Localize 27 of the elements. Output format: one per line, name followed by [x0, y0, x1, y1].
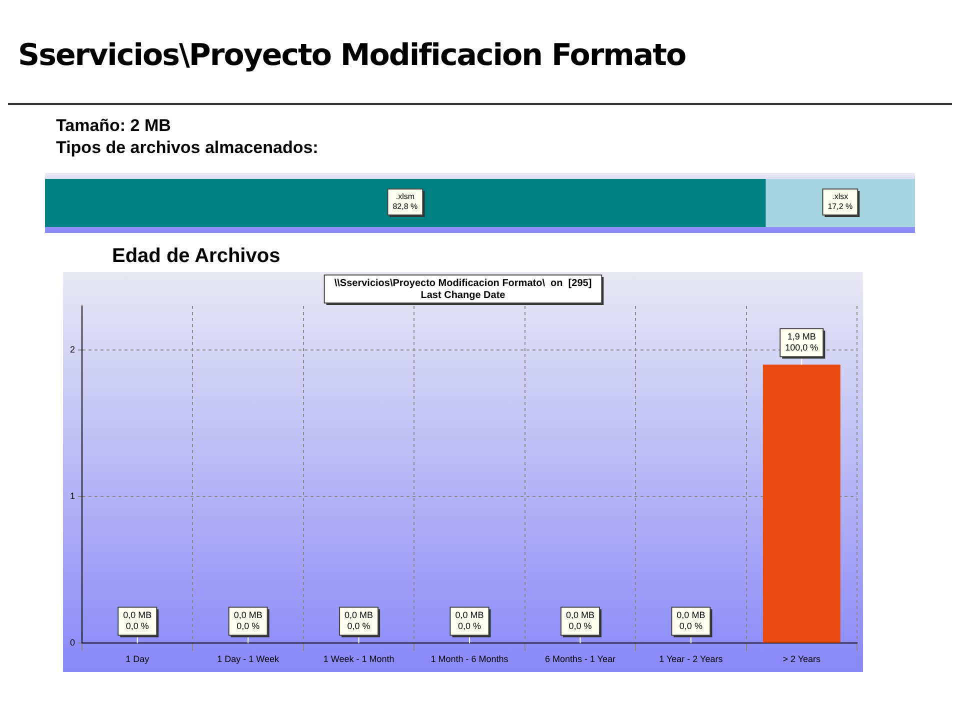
data-label: 0,0 MB 0,0 %	[566, 610, 594, 632]
data-label: 0,0 MB 0,0 %	[123, 610, 152, 632]
text: Last Change Date	[420, 290, 506, 301]
data-label: 17,2 %	[828, 202, 853, 212]
chart-subtitle: \\Sservicios\Proyecto Modificacion Formato\ on [295]	[334, 278, 592, 289]
x-tick-label: 1 Month - 6 Months	[430, 654, 509, 664]
x-tick-label: 1 Year - 2 Years	[659, 654, 724, 664]
y-tick-label: 0	[70, 638, 76, 648]
x-tick-label: 1 Week - 1 Month	[323, 654, 394, 664]
data-label: 0,0 MB 0,0 %	[234, 610, 262, 632]
data-label: 82,8 %	[392, 202, 418, 212]
data-label: 1,9 MB 100,0 %	[785, 332, 818, 353]
data-label: 0,0 MB 0,0 %	[676, 610, 706, 632]
x-tick-label: 6 Months - 1 Year	[544, 654, 616, 664]
y-tick-label: 1	[70, 491, 76, 502]
x-tick-label: > 2 Years	[782, 654, 822, 664]
chart-title: Sservicios\Proyecto Modificacion Formato	[18, 38, 686, 73]
text: Tipos de archivos almacenados:	[56, 137, 320, 159]
series-label: .xlsm	[396, 192, 415, 202]
x-tick-label: 1 Day	[126, 654, 150, 664]
chart-subtitle: Tamaño: 2 MB	[56, 115, 172, 137]
data-label: 0,0 MB 0,0 %	[455, 610, 484, 632]
data-label: 0,0 MB 0,0 %	[344, 610, 374, 632]
chart-title: Edad de Archivos	[112, 245, 282, 268]
x-tick-label: 1 Day - 1 Week	[217, 654, 280, 664]
series-label: .xlsx	[832, 192, 848, 202]
y-tick-label: 2	[70, 344, 76, 354]
